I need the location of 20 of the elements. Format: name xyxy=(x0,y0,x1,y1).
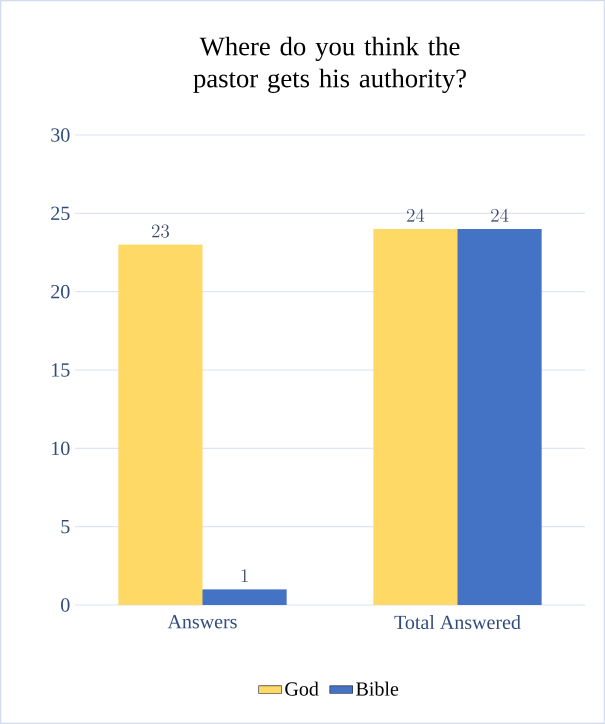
y-tick-label: 10 xyxy=(52,442,70,456)
x-tick-label: Total Answered xyxy=(394,615,521,630)
y-tick-label: 0 xyxy=(61,598,70,612)
y-tick-label: 15 xyxy=(52,363,70,377)
chart-title: Where do you think the pastor gets his authority? xyxy=(193,36,466,93)
bar xyxy=(202,589,287,605)
legend-label: Bible xyxy=(356,682,398,696)
bar xyxy=(457,229,542,605)
data-label: 23 xyxy=(152,224,170,238)
y-tick-label: 20 xyxy=(51,284,70,298)
y-tick-label: 5 xyxy=(61,520,70,534)
bar xyxy=(118,244,202,605)
y-tick-label: 25 xyxy=(51,206,70,220)
x-tick-label: Answers xyxy=(168,615,237,628)
y-tick-label: 30 xyxy=(51,128,70,142)
data-label: 24 xyxy=(491,208,508,222)
data-label: 1 xyxy=(242,569,248,582)
legend-label: God xyxy=(285,682,319,696)
data-label: 24 xyxy=(406,208,424,222)
bar xyxy=(373,229,458,605)
